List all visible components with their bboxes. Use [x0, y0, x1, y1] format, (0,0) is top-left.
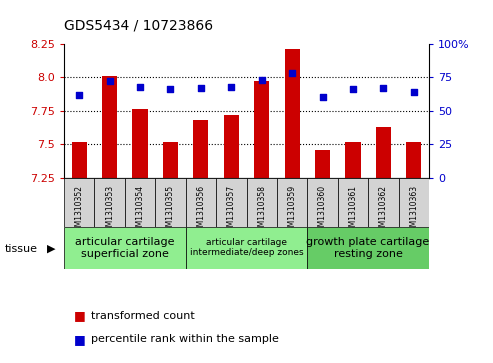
Point [136, 83, 144, 89]
Point [318, 94, 326, 100]
Text: ■: ■ [74, 309, 86, 322]
Point [258, 77, 266, 83]
Bar [186, 178, 216, 227]
Point [75, 92, 83, 98]
Bar [315, 150, 330, 178]
Text: articular cartilage
intermediate/deep zones: articular cartilage intermediate/deep zo… [190, 238, 303, 257]
Bar [307, 227, 429, 269]
Point [349, 86, 357, 92]
Text: transformed count: transformed count [91, 311, 195, 321]
Bar [277, 178, 307, 227]
Bar [133, 109, 148, 178]
Text: GSM1310363: GSM1310363 [409, 185, 418, 236]
Text: GDS5434 / 10723866: GDS5434 / 10723866 [64, 19, 213, 33]
Bar [307, 178, 338, 227]
Text: tissue: tissue [5, 244, 38, 254]
Point [106, 78, 113, 84]
Text: articular cartilage
superficial zone: articular cartilage superficial zone [75, 237, 175, 258]
Text: GSM1310353: GSM1310353 [105, 185, 114, 236]
Bar [398, 178, 429, 227]
Bar [64, 178, 95, 227]
Bar [95, 178, 125, 227]
Bar [71, 142, 87, 178]
Point [167, 86, 175, 92]
Text: GSM1310362: GSM1310362 [379, 185, 388, 236]
Bar [125, 178, 155, 227]
Bar [64, 227, 186, 269]
Point [197, 85, 205, 91]
Text: GSM1310352: GSM1310352 [75, 185, 84, 236]
Text: growth plate cartilage
resting zone: growth plate cartilage resting zone [307, 237, 430, 258]
Bar [338, 178, 368, 227]
Text: GSM1310354: GSM1310354 [136, 185, 144, 236]
Text: GSM1310358: GSM1310358 [257, 185, 266, 236]
Bar [155, 178, 186, 227]
Point [227, 83, 235, 89]
Bar [163, 142, 178, 178]
Bar [368, 178, 398, 227]
Point [380, 85, 387, 91]
Bar [406, 142, 422, 178]
Bar [246, 178, 277, 227]
Text: GSM1310355: GSM1310355 [166, 185, 175, 236]
Text: GSM1310361: GSM1310361 [349, 185, 357, 236]
Text: ▶: ▶ [47, 244, 55, 254]
Text: percentile rank within the sample: percentile rank within the sample [91, 334, 279, 344]
Text: GSM1310357: GSM1310357 [227, 185, 236, 236]
Bar [224, 115, 239, 178]
Text: ■: ■ [74, 333, 86, 346]
Bar [186, 227, 307, 269]
Bar [193, 120, 209, 178]
Bar [216, 178, 246, 227]
Bar [254, 81, 269, 178]
Bar [284, 49, 300, 178]
Point [288, 70, 296, 76]
Point [410, 89, 418, 95]
Bar [102, 76, 117, 178]
Text: GSM1310359: GSM1310359 [287, 185, 297, 236]
Bar [376, 127, 391, 178]
Text: GSM1310356: GSM1310356 [196, 185, 206, 236]
Text: GSM1310360: GSM1310360 [318, 185, 327, 236]
Bar [345, 142, 360, 178]
